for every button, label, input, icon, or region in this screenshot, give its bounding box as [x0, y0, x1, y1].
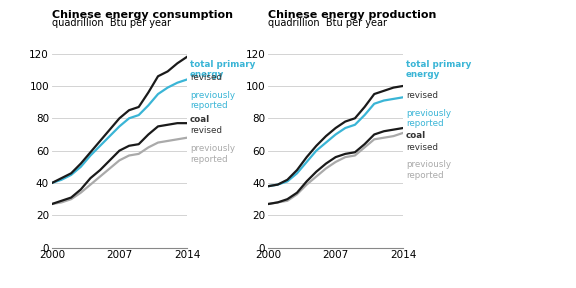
Text: quadrillion  Btu per year: quadrillion Btu per year [52, 18, 171, 28]
Text: coal: coal [190, 115, 210, 124]
Text: revised: revised [406, 91, 438, 100]
Text: revised: revised [406, 143, 438, 151]
Text: total primary
energy: total primary energy [406, 60, 472, 79]
Text: revised: revised [190, 73, 222, 82]
Text: previously
reported: previously reported [406, 160, 451, 180]
Text: Chinese energy consumption: Chinese energy consumption [52, 10, 233, 20]
Text: previously
reported: previously reported [406, 109, 451, 128]
Text: previously
reported: previously reported [190, 91, 235, 110]
Text: previously
reported: previously reported [190, 144, 235, 164]
Text: Chinese energy production: Chinese energy production [268, 10, 437, 20]
Text: quadrillion  Btu per year: quadrillion Btu per year [268, 18, 387, 28]
Text: revised: revised [190, 126, 222, 135]
Text: coal: coal [406, 131, 426, 140]
Text: total primary
energy: total primary energy [190, 60, 255, 79]
